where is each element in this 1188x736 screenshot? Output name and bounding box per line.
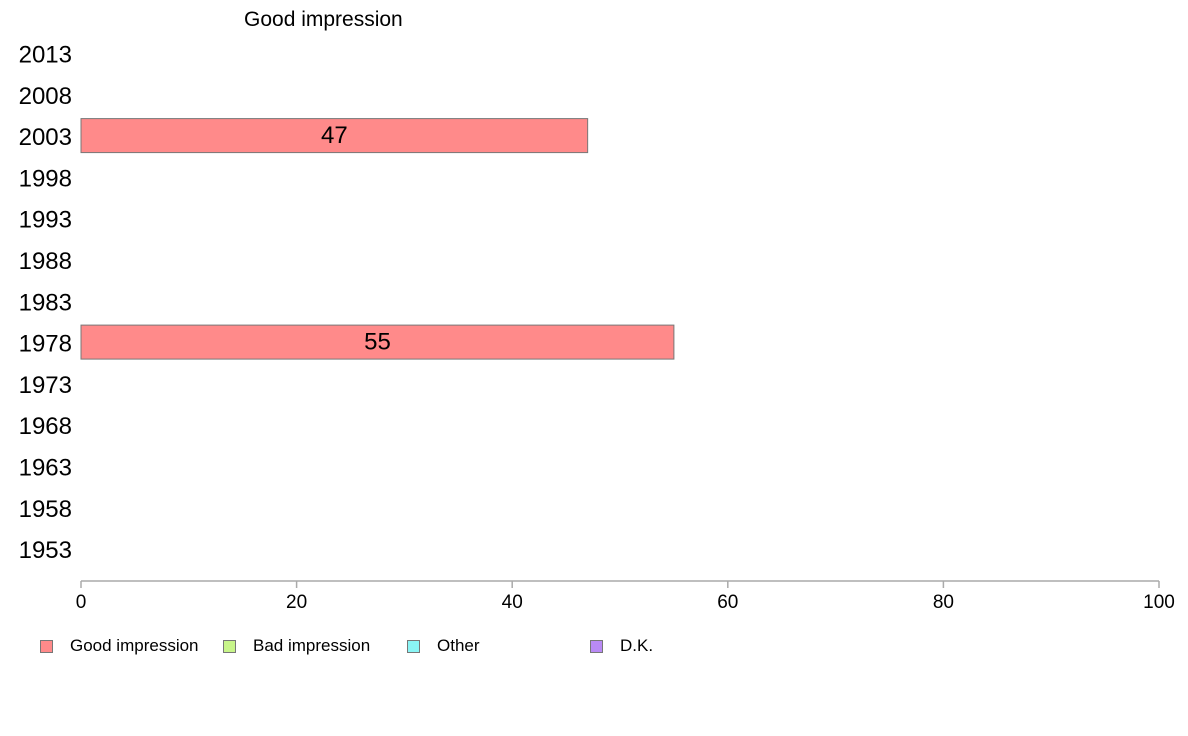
category-label: 1978 (19, 331, 72, 358)
category-label: 1953 (19, 537, 72, 564)
legend-label: Good impression (70, 636, 199, 655)
legend-label: Bad impression (253, 636, 371, 655)
legend-item-other: Other (407, 636, 480, 656)
legend-swatch-dk (590, 639, 603, 653)
legend: Good impression Bad impression Other D.K… (40, 636, 1140, 656)
x-tick-label: 100 (1143, 592, 1175, 613)
legend-swatch-good-impression (40, 639, 53, 653)
legend-swatch-bad-impression (223, 639, 236, 653)
chart-title: Good impression (244, 8, 403, 31)
legend-label: Other (437, 636, 480, 655)
data-label: 47 (321, 122, 348, 149)
x-tick-label: 80 (933, 592, 954, 613)
legend-item-good-impression: Good impression (40, 636, 199, 656)
legend-swatch-other (407, 639, 420, 653)
category-label: 1993 (19, 207, 72, 234)
category-label: 1973 (19, 372, 72, 399)
category-label: 2003 (19, 124, 72, 151)
data-label: 55 (364, 329, 391, 356)
x-tick-label: 40 (502, 592, 523, 613)
category-label: 1998 (19, 165, 72, 192)
category-label: 1968 (19, 413, 72, 440)
category-label: 1983 (19, 289, 72, 316)
x-tick-label: 20 (286, 592, 307, 613)
category-label: 1958 (19, 496, 72, 523)
x-tick-label: 0 (76, 592, 87, 613)
bar (80, 324, 675, 360)
legend-item-bad-impression: Bad impression (223, 636, 370, 656)
bar (80, 118, 589, 154)
category-label: 2008 (19, 83, 72, 110)
category-label: 1963 (19, 455, 72, 482)
x-tick-label: 60 (717, 592, 738, 613)
category-label: 2013 (19, 42, 72, 69)
legend-label: D.K. (620, 636, 654, 655)
category-label: 1988 (19, 248, 72, 275)
legend-item-dk: D.K. (590, 636, 653, 656)
